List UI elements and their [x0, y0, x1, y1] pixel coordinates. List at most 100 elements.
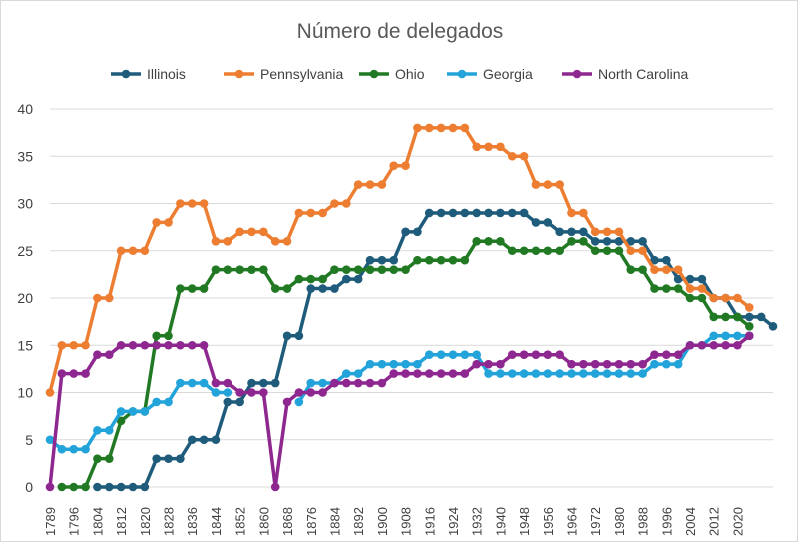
data-point-georgia	[128, 407, 138, 416]
data-point-north-carolina	[424, 369, 434, 378]
data-point-illinois	[330, 284, 339, 293]
data-point-ohio	[93, 454, 102, 463]
data-point-illinois	[413, 227, 422, 237]
data-point-pennsylvania	[247, 227, 256, 237]
data-point-north-carolina	[519, 350, 529, 360]
data-point-georgia	[650, 359, 659, 369]
data-point-north-carolina	[45, 482, 55, 492]
data-point-pennsylvania	[424, 123, 434, 133]
x-tick-label: 1988	[636, 507, 651, 536]
data-point-illinois	[247, 378, 256, 388]
data-point-illinois	[745, 312, 754, 322]
data-point-pennsylvania	[590, 227, 600, 237]
data-point-illinois	[662, 255, 671, 265]
data-point-ohio	[567, 237, 576, 246]
data-point-ohio	[365, 265, 375, 274]
data-point-pennsylvania	[401, 161, 410, 170]
data-point-north-carolina	[460, 369, 470, 378]
data-point-pennsylvania	[93, 293, 102, 303]
data-point-pennsylvania	[626, 246, 636, 256]
data-point-georgia	[176, 378, 185, 388]
data-point-georgia	[733, 331, 742, 341]
data-point-ohio	[413, 255, 422, 265]
data-point-georgia	[377, 359, 387, 369]
data-point-pennsylvania	[223, 237, 233, 246]
data-point-pennsylvania	[116, 246, 126, 256]
data-point-pennsylvania	[81, 340, 90, 350]
data-point-north-carolina	[377, 378, 387, 388]
data-point-georgia	[93, 426, 102, 435]
data-point-north-carolina	[401, 369, 410, 378]
data-point-illinois	[543, 218, 553, 227]
data-point-georgia	[602, 369, 612, 378]
x-tick-label: 1996	[659, 507, 674, 536]
data-point-illinois	[104, 482, 114, 492]
y-tick-label: 35	[17, 148, 33, 164]
data-point-pennsylvania	[259, 227, 268, 237]
data-point-ohio	[721, 312, 730, 322]
data-point-illinois	[176, 454, 185, 463]
data-point-pennsylvania	[484, 142, 493, 152]
data-point-north-carolina	[555, 350, 564, 360]
data-point-pennsylvania	[436, 123, 446, 133]
data-point-illinois	[507, 208, 517, 218]
data-point-ohio	[662, 284, 671, 293]
data-point-pennsylvania	[306, 208, 316, 218]
data-point-pennsylvania	[353, 180, 363, 189]
data-point-georgia	[69, 444, 78, 454]
legend-label: Ohio	[395, 66, 425, 82]
data-point-georgia	[45, 435, 55, 445]
data-point-ohio	[176, 284, 185, 293]
data-point-georgia	[140, 407, 150, 416]
data-point-ohio	[484, 237, 493, 246]
y-tick-label: 30	[17, 196, 33, 212]
x-tick-label: 1804	[90, 507, 105, 536]
data-point-illinois	[768, 322, 778, 331]
gridlines	[50, 108, 773, 488]
x-tick-label: 2004	[683, 507, 698, 536]
y-tick-label: 0	[25, 479, 33, 495]
data-point-north-carolina	[745, 331, 754, 341]
series-north-carolina	[45, 331, 754, 492]
x-tick-label: 1876	[304, 507, 319, 536]
data-point-illinois	[531, 218, 541, 227]
data-point-pennsylvania	[235, 227, 244, 237]
data-point-ohio	[472, 237, 481, 246]
x-tick-label: 1844	[209, 507, 224, 536]
data-point-illinois	[128, 482, 138, 492]
y-tick-label: 15	[17, 337, 33, 353]
data-point-illinois	[590, 237, 600, 246]
data-point-north-carolina	[104, 350, 114, 360]
data-point-north-carolina	[93, 350, 102, 360]
data-point-georgia	[164, 397, 173, 407]
data-point-north-carolina	[496, 359, 505, 369]
data-point-north-carolina	[531, 350, 541, 360]
data-point-ohio	[57, 482, 67, 492]
data-point-ohio	[282, 284, 292, 293]
x-tick-label: 1820	[138, 507, 153, 536]
data-point-north-carolina	[614, 359, 624, 369]
data-point-georgia	[555, 369, 564, 378]
data-point-pennsylvania	[543, 180, 553, 189]
y-tick-label: 10	[17, 385, 33, 401]
data-point-pennsylvania	[579, 208, 588, 218]
legend-item-pennsylvania: Pennsylvania	[224, 66, 343, 82]
data-point-illinois	[401, 227, 410, 237]
data-point-pennsylvania	[602, 227, 612, 237]
data-point-illinois	[294, 331, 304, 341]
data-point-pennsylvania	[282, 237, 292, 246]
data-point-ohio	[531, 246, 541, 256]
data-point-north-carolina	[116, 340, 126, 350]
data-point-pennsylvania	[104, 293, 114, 303]
legend-label: Illinois	[147, 66, 186, 82]
data-point-north-carolina	[721, 340, 730, 350]
data-point-north-carolina	[590, 359, 600, 369]
data-point-north-carolina	[318, 388, 327, 397]
data-point-georgia	[507, 369, 517, 378]
data-point-georgia	[401, 359, 410, 369]
data-point-illinois	[342, 274, 351, 284]
data-point-ohio	[733, 312, 742, 322]
data-point-georgia	[342, 369, 351, 378]
y-tick-label: 25	[17, 243, 33, 259]
data-point-illinois	[697, 274, 707, 284]
